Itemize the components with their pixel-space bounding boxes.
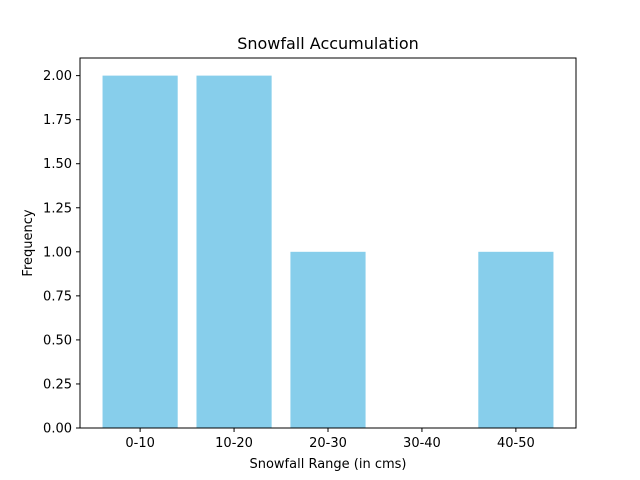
- y-tick-label: 0.25: [43, 377, 72, 392]
- y-tick-label: 1.25: [43, 201, 72, 216]
- y-tick-label: 1.75: [43, 113, 72, 128]
- y-tick-label: 0.75: [43, 289, 72, 304]
- x-tick-label: 0-10: [125, 436, 155, 451]
- y-tick-label: 1.50: [43, 157, 72, 172]
- y-tick-label: 1.00: [43, 245, 72, 260]
- chart-title: Snowfall Accumulation: [237, 34, 419, 53]
- bar-40-50: [478, 251, 554, 428]
- bar-20-30: [290, 251, 366, 428]
- x-tick-label: 30-40: [403, 436, 441, 451]
- y-axis: 0.00 0.25 0.50 0.75 1.00 1.25 1.50 1.75 2.00: [43, 69, 80, 437]
- y-tick-label: 0.00: [43, 422, 72, 437]
- y-tick-label: 2.00: [43, 69, 72, 84]
- bars: [102, 75, 554, 428]
- x-axis-label: Snowfall Range (in cms): [249, 457, 406, 472]
- bar-0-10: [102, 75, 178, 428]
- x-tick-label: 40-50: [497, 436, 535, 451]
- y-tick-label: 0.50: [43, 333, 72, 348]
- x-tick-label: 10-20: [215, 436, 253, 451]
- x-tick-label: 20-30: [309, 436, 347, 451]
- bar-10-20: [196, 75, 272, 428]
- x-axis: 0-10 10-20 20-30 30-40 40-50: [125, 428, 535, 451]
- y-axis-label: Frequency: [21, 209, 36, 276]
